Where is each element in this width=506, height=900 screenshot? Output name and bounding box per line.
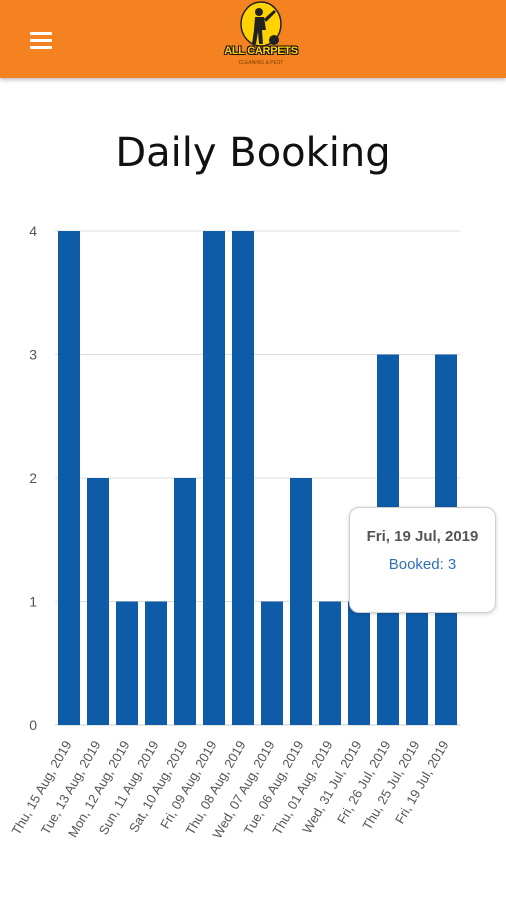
bar[interactable] — [319, 601, 341, 726]
bar[interactable] — [174, 478, 196, 725]
bar[interactable] — [348, 601, 370, 726]
brand-logo: ALL CARPETS CLEANING & PEST — [222, 0, 300, 76]
hamburger-menu-icon[interactable] — [24, 26, 58, 54]
bar-tooltip: Fri, 19 Jul, 2019 Booked: 3 — [349, 507, 496, 613]
bar[interactable] — [406, 601, 428, 726]
tooltip-value: Booked: 3 — [388, 556, 457, 573]
tooltip-title: Fri, 19 Jul, 2019 — [366, 528, 479, 545]
page-title: Daily Booking — [115, 130, 391, 176]
logo-text: ALL CARPETS — [224, 45, 298, 57]
app-header: ALL CARPETS CLEANING & PEST — [0, 0, 506, 78]
bar[interactable] — [145, 601, 167, 726]
y-axis-ticks: 0 1 2 3 4 — [29, 223, 37, 733]
y-tick-label: 2 — [29, 470, 37, 486]
bar[interactable] — [58, 231, 80, 725]
bar[interactable] — [232, 231, 254, 725]
logo-subtext: CLEANING & PEST — [238, 60, 284, 66]
bar[interactable] — [87, 478, 109, 725]
bar[interactable] — [261, 601, 283, 726]
bar[interactable] — [290, 478, 312, 725]
bar[interactable] — [116, 601, 138, 726]
chart-grid — [55, 230, 460, 726]
y-tick-label: 0 — [29, 717, 37, 733]
bar[interactable] — [203, 231, 225, 725]
chart-bars — [58, 231, 457, 725]
y-tick-label: 3 — [29, 347, 37, 363]
logo-emblem-icon — [240, 1, 282, 47]
y-tick-label: 1 — [29, 594, 37, 610]
y-tick-label: 4 — [29, 223, 37, 239]
